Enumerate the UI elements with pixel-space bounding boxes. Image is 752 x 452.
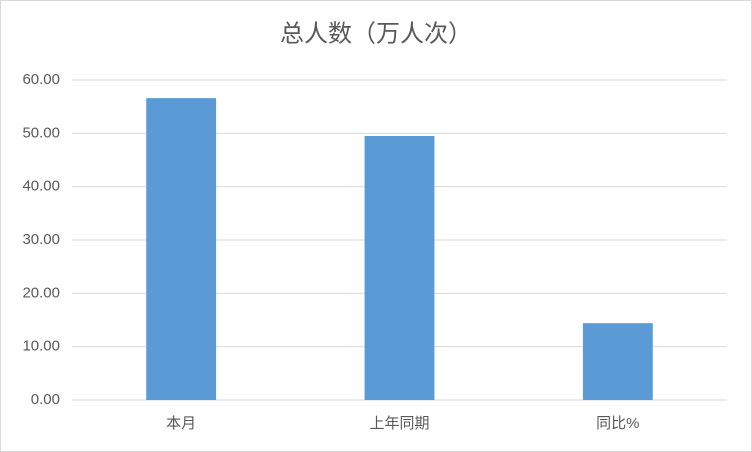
y-tick-label: 40.00 [22, 178, 60, 195]
x-tick-label: 上年同期 [369, 415, 429, 432]
bar [146, 98, 217, 400]
y-tick-label: 10.00 [22, 338, 60, 355]
x-tick-label: 本月 [166, 415, 196, 432]
bar [582, 323, 653, 400]
y-tick-label: 0.00 [31, 391, 60, 408]
y-tick-label: 20.00 [22, 284, 60, 301]
y-tick-label: 60.00 [22, 71, 60, 88]
x-tick-label: 同比% [596, 415, 639, 432]
y-tick-label: 30.00 [22, 231, 60, 248]
y-tick-label: 50.00 [22, 124, 60, 141]
bar [364, 136, 435, 400]
chart-title: 总人数（万人次） [280, 20, 472, 47]
